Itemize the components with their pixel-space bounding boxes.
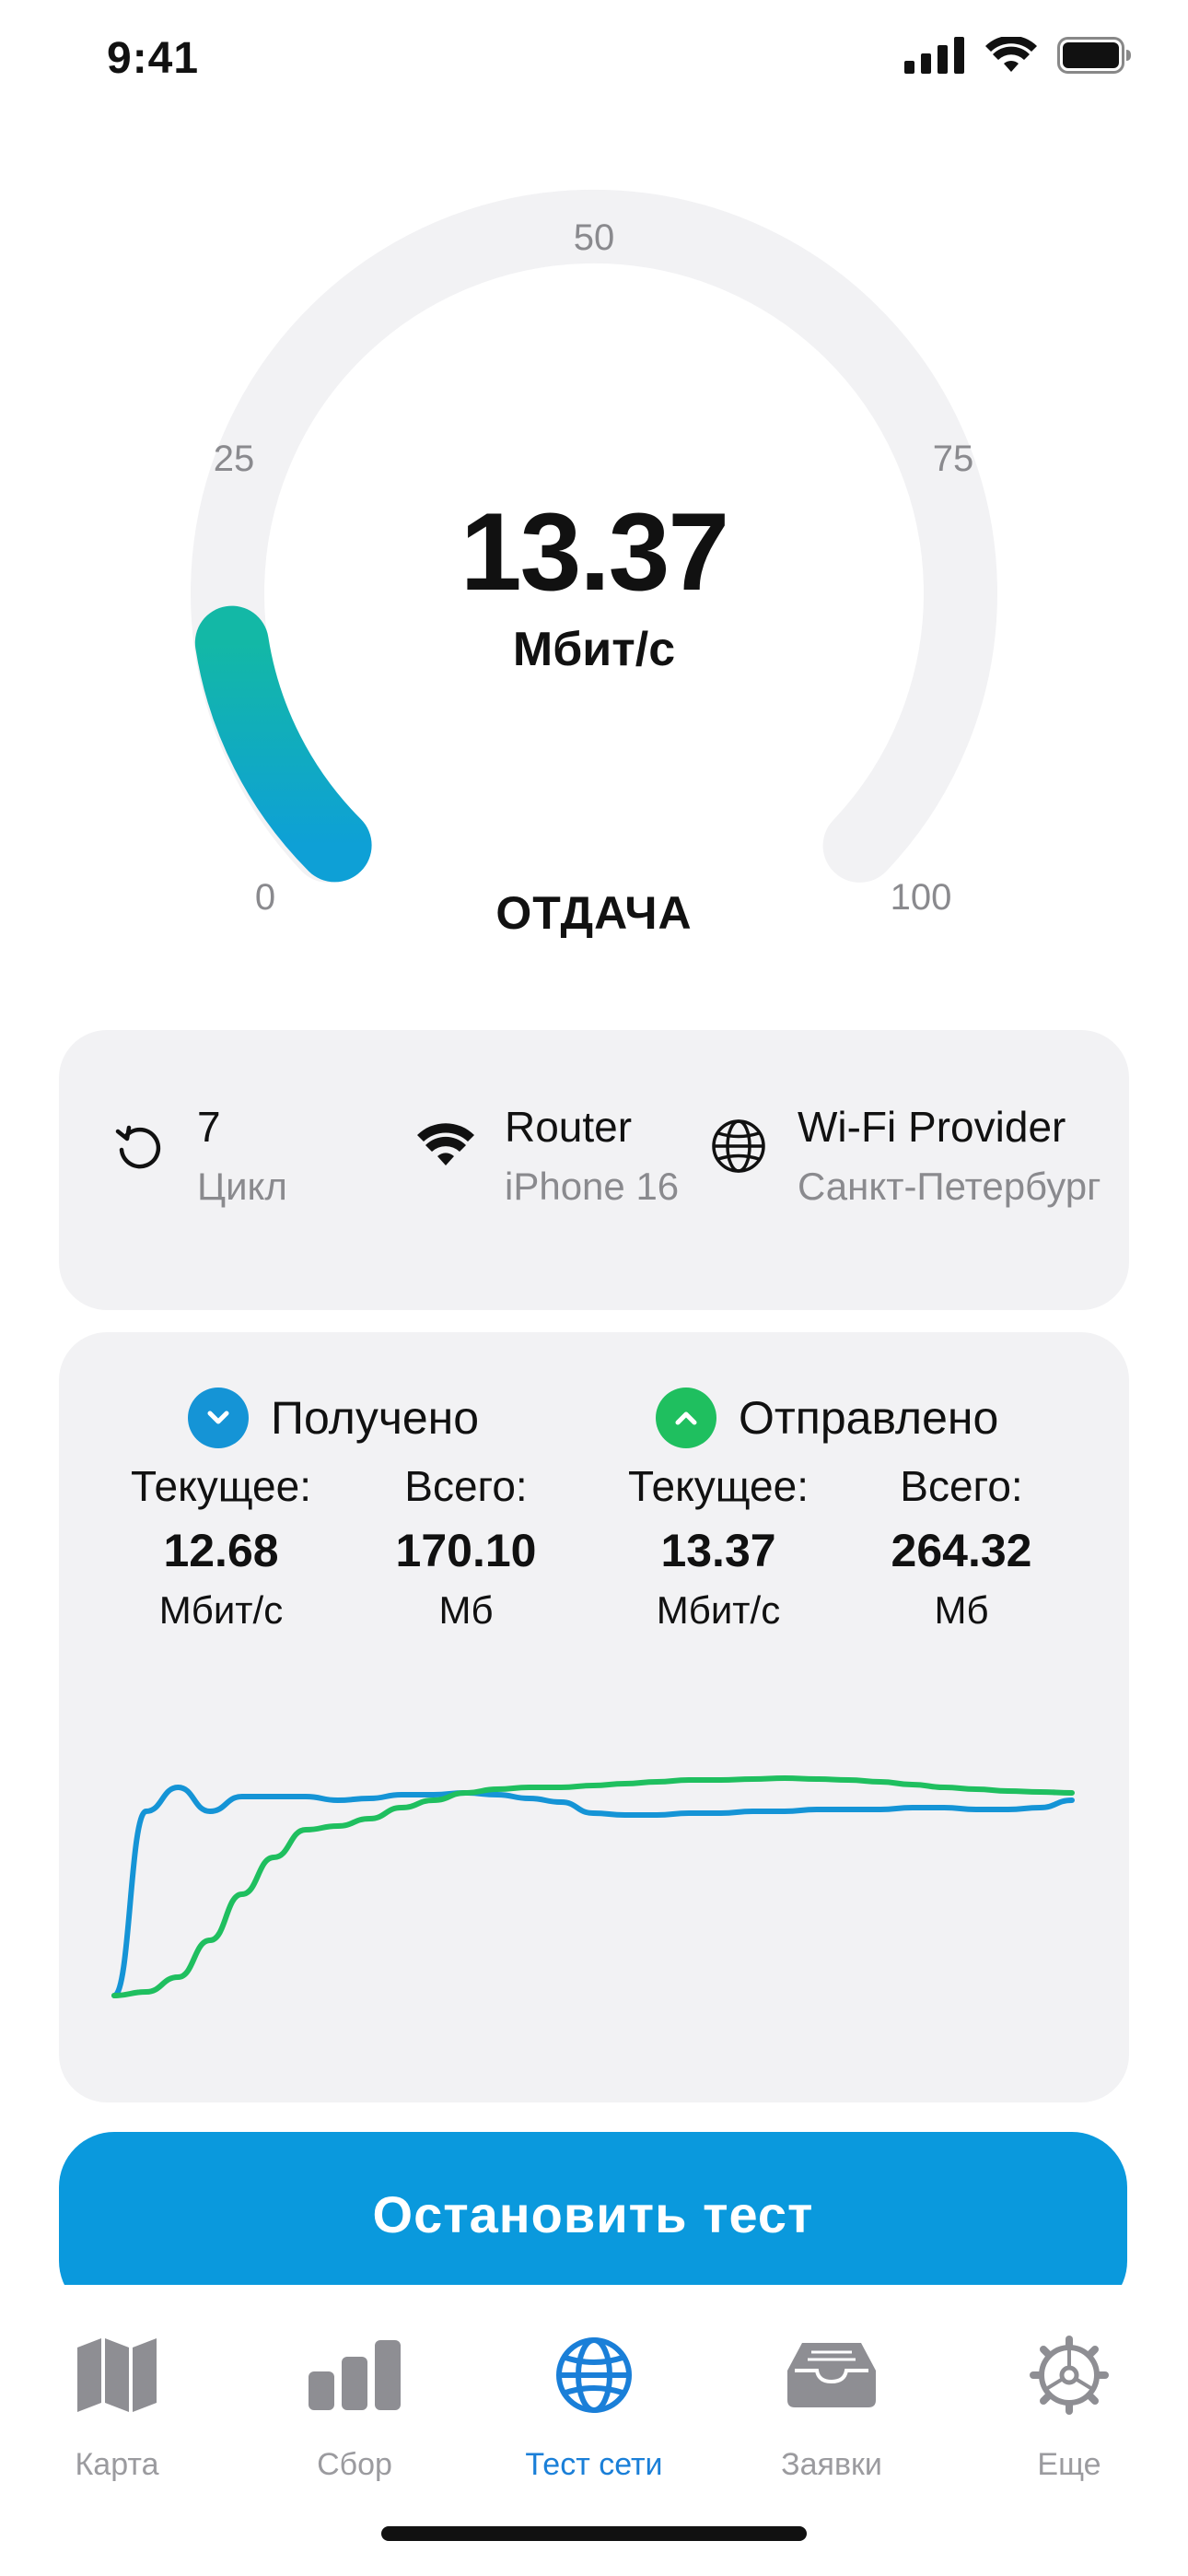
provider-subtitle: Санкт-Петербург [798,1165,1101,1208]
gauge-progress [194,605,372,883]
tab-map-label: Карта [75,2447,159,2482]
sent-total-label: Всего: [900,1462,1023,1510]
gauge-unit: Мбит/с [512,623,676,676]
gauge-track [191,189,997,883]
sent-total-value: 264.32 [891,1525,1032,1576]
status-time: 9:41 [107,34,200,83]
inbox-icon [730,2329,933,2421]
speed-gauge: 0 25 50 75 100 13.37 Мбит/с ОТДАЧА [0,184,1188,977]
gauge-tick-50: 50 [573,217,615,258]
received-total-value: 170.10 [395,1525,537,1576]
received-legend: Получено [188,1388,479,1448]
tab-requests[interactable]: Заявки [730,2329,933,2483]
received-total-label: Всего: [404,1462,528,1510]
received-total-unit: Мб [438,1588,494,1632]
battery-icon [1057,37,1131,74]
received-total: Всего: 170.10 Мб [355,1461,577,1633]
sent-label: Отправлено [739,1392,999,1444]
status-icons [904,37,1133,74]
chevron-down-icon [188,1388,249,1448]
router-subtitle: iPhone 16 [505,1165,680,1208]
gauge-tick-25: 25 [213,439,255,479]
provider-title: Wi-Fi Provider [798,1103,1066,1151]
tab-network-test-label: Тест сети [525,2447,663,2482]
received-current-label: Текущее: [130,1462,312,1510]
gauge-value: 13.37 [460,490,729,614]
globe-icon [705,1113,772,1179]
gauge-tick-75: 75 [932,439,974,479]
gauge-tick-100: 100 [890,877,952,918]
globe-icon [493,2329,695,2421]
gear-icon [968,2329,1171,2421]
tab-more[interactable]: Еще [968,2329,1171,2483]
sent-current-label: Текущее: [627,1462,809,1510]
map-icon [16,2329,218,2421]
gauge-tick-0: 0 [254,877,276,918]
wifi-status-icon [985,37,1037,72]
speed-line-chart [111,1774,1075,1998]
cycle-label: Цикл [197,1165,287,1208]
sent-legend: Отправлено [656,1388,998,1448]
tab-collect-label: Сбор [317,2447,392,2482]
wifi-icon [413,1113,479,1179]
router-title: Router [505,1103,633,1151]
tab-map[interactable]: Карта [16,2329,218,2483]
sent-current-unit: Мбит/с [656,1588,781,1632]
sent-series-line [111,1774,1075,1998]
tab-more-label: Еще [1037,2447,1101,2482]
connection-info-card: 7 Цикл Router iPhone 16 Wi-Fi Provider С… [59,1030,1129,1310]
gauge-mode-label: ОТДАЧА [495,887,693,939]
refresh-icon [105,1113,171,1179]
received-current: Текущее: 12.68 Мбит/с [111,1461,332,1633]
traffic-stats-card: Получено Отправлено Текущее: 12.68 Мбит/… [59,1332,1129,2102]
received-label: Получено [271,1392,480,1444]
tab-network-test[interactable]: Тест сети [493,2329,695,2483]
sent-total-unit: Мб [934,1588,989,1632]
sent-total: Всего: 264.32 Мб [851,1461,1072,1633]
sent-current-value: 13.37 [660,1525,776,1576]
cellular-signal-icon [904,37,964,74]
bar-chart-icon [253,2329,456,2421]
received-series-line [111,1784,1075,1998]
tab-requests-label: Заявки [781,2447,882,2482]
sent-current: Текущее: 13.37 Мбит/с [608,1461,829,1633]
tab-collect[interactable]: Сбор [253,2329,456,2483]
status-bar: 9:41 [0,0,1188,129]
received-current-value: 12.68 [163,1525,279,1576]
received-current-unit: Мбит/с [158,1588,284,1632]
home-indicator [381,2526,807,2541]
cycle-value: 7 [197,1103,221,1151]
chevron-up-icon [656,1388,716,1448]
gauge-svg [191,189,997,883]
